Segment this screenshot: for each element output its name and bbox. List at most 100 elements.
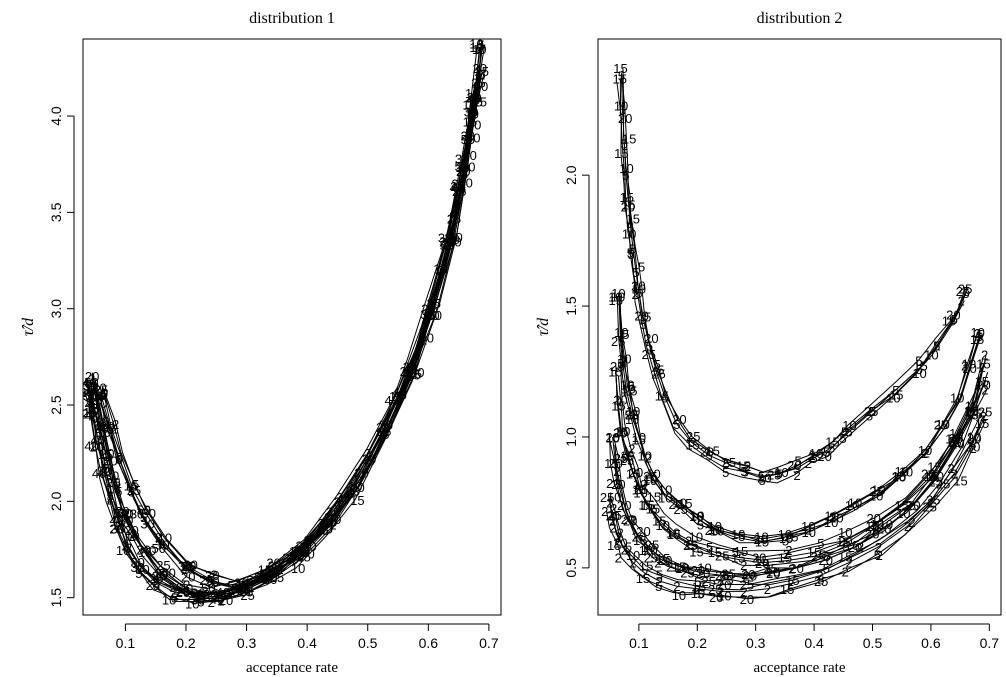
replicate-line (616, 296, 979, 543)
data-point-label: 5 (640, 317, 647, 332)
data-point-label: 5 (135, 566, 142, 581)
data-point-label: 20 (109, 521, 123, 536)
data-point-label: 5 (871, 519, 878, 534)
data-point-label: 2 (656, 574, 663, 589)
data-point-label: 10 (633, 486, 647, 501)
data-point-label: 2 (609, 521, 616, 536)
data-point-label: 50 (205, 574, 219, 589)
chart-title: distribution 2 (757, 10, 843, 27)
data-point-label: 25 (623, 384, 637, 399)
data-point-label: 15 (975, 374, 989, 389)
data-point-label: 10 (469, 40, 483, 55)
data-point-label: 2 (121, 539, 128, 554)
data-point-label: 30 (155, 537, 169, 552)
data-point-label: 5 (352, 485, 359, 500)
data-point-label: 10 (779, 531, 793, 546)
data-point-label: 20 (79, 385, 93, 400)
data-point-label: 2 (666, 559, 673, 574)
data-point-label: 5 (817, 573, 824, 588)
data-point-label: 5 (722, 465, 729, 480)
data-point-label: 10 (666, 525, 680, 540)
data-point-label: 40 (300, 546, 314, 561)
data-point-label: 25 (156, 558, 170, 573)
data-point-label: 20 (268, 563, 282, 578)
replicate-line (618, 372, 989, 567)
data-point-label: 20 (302, 539, 316, 554)
replicate-line (612, 382, 985, 575)
data-point-label: 5 (782, 533, 789, 548)
data-point-label: 30 (140, 517, 154, 532)
data-point-label: 20 (740, 592, 754, 607)
panel-distribution-1: distribution 1 0.1 0.2 0.3 0.4 0.5 0.6 0.7 accep… (20, 10, 502, 676)
data-point-label: 5 (846, 425, 853, 440)
data-point-label: 10 (966, 439, 980, 454)
data-point-label: 2 (107, 492, 114, 507)
data-point-label: 2 (628, 442, 635, 457)
data-point-label: 2 (805, 456, 812, 471)
data-point-label: 5 (459, 181, 466, 196)
data-point-label: 15 (689, 545, 703, 560)
data-point-label: 2 (613, 464, 620, 479)
data-point-label: 40 (85, 397, 99, 412)
data-point-label: 2 (842, 565, 849, 580)
data-point-label: 5 (732, 545, 739, 560)
data-point-label: 2 (685, 534, 692, 549)
data-point-label: 5 (246, 584, 253, 599)
data-point-label: 2 (929, 473, 936, 488)
data-point-label: 2 (933, 339, 940, 354)
data-point-label: 10 (870, 517, 884, 532)
data-point-label: 25 (926, 493, 940, 508)
data-point-label: 5 (628, 379, 635, 394)
y-tick-label: 1.5 (48, 588, 64, 608)
replicate-line (620, 354, 987, 552)
data-point-label: 20 (752, 550, 766, 565)
data-point-label: 10 (842, 418, 856, 433)
plot-frame (82, 38, 502, 616)
data-point-label: 5 (158, 537, 165, 552)
replicate-line (620, 73, 967, 473)
data-point-label: 5 (874, 547, 881, 562)
series-line (609, 415, 984, 592)
data-point-label: 5 (619, 103, 626, 118)
data-point-label: 10 (697, 561, 711, 576)
data-point-label: 15 (889, 388, 903, 403)
data-point-label: 5 (182, 562, 189, 577)
data-point-label: 2 (641, 566, 648, 581)
data-point-label: 10 (717, 588, 731, 603)
data-point-label: 25 (471, 76, 485, 91)
data-point-label: 40 (82, 375, 96, 390)
data-point-label: 5 (629, 241, 636, 256)
data-point-label: 5 (962, 286, 969, 301)
data-point-label: 25 (608, 508, 622, 523)
data-point-label: 2 (88, 372, 95, 387)
data-point-label: 20 (949, 431, 963, 446)
data-point-label: 20 (606, 476, 620, 491)
data-point-label: 40 (182, 558, 196, 573)
data-point-label: 25 (634, 482, 648, 497)
data-point-label: 20 (755, 556, 769, 571)
data-point-label: 25 (934, 417, 948, 432)
data-point-label: 10 (616, 424, 630, 439)
data-point-label: 10 (689, 529, 703, 544)
x-tick-label: 0.2 (688, 635, 708, 651)
data-point-label: 25 (869, 484, 883, 499)
data-point-label: 15 (655, 388, 669, 403)
data-point-label: 30 (236, 581, 250, 596)
replicate-line (92, 72, 483, 598)
data-point-label: 20 (672, 412, 686, 427)
data-point-label: 2 (793, 468, 800, 483)
data-point-label: 5 (977, 327, 984, 342)
x-tick-label: 0.3 (746, 635, 766, 651)
data-point-label: 20 (817, 449, 831, 464)
data-point-label: 40 (119, 507, 133, 522)
data-point-label: 15 (622, 132, 636, 147)
data-point-label: 2 (183, 577, 190, 592)
data-point-label: 2 (130, 526, 137, 541)
data-point-label: 25 (127, 483, 141, 498)
data-point-label: 5 (823, 561, 830, 576)
panel-distribution-2: distribution 2 0.1 0.2 0.3 0.4 0.5 0.6 0.7 accep… (535, 10, 1002, 676)
data-point-label: 20 (921, 467, 935, 482)
data-point-label: 15 (620, 448, 634, 463)
data-point-label: 15 (85, 382, 99, 397)
